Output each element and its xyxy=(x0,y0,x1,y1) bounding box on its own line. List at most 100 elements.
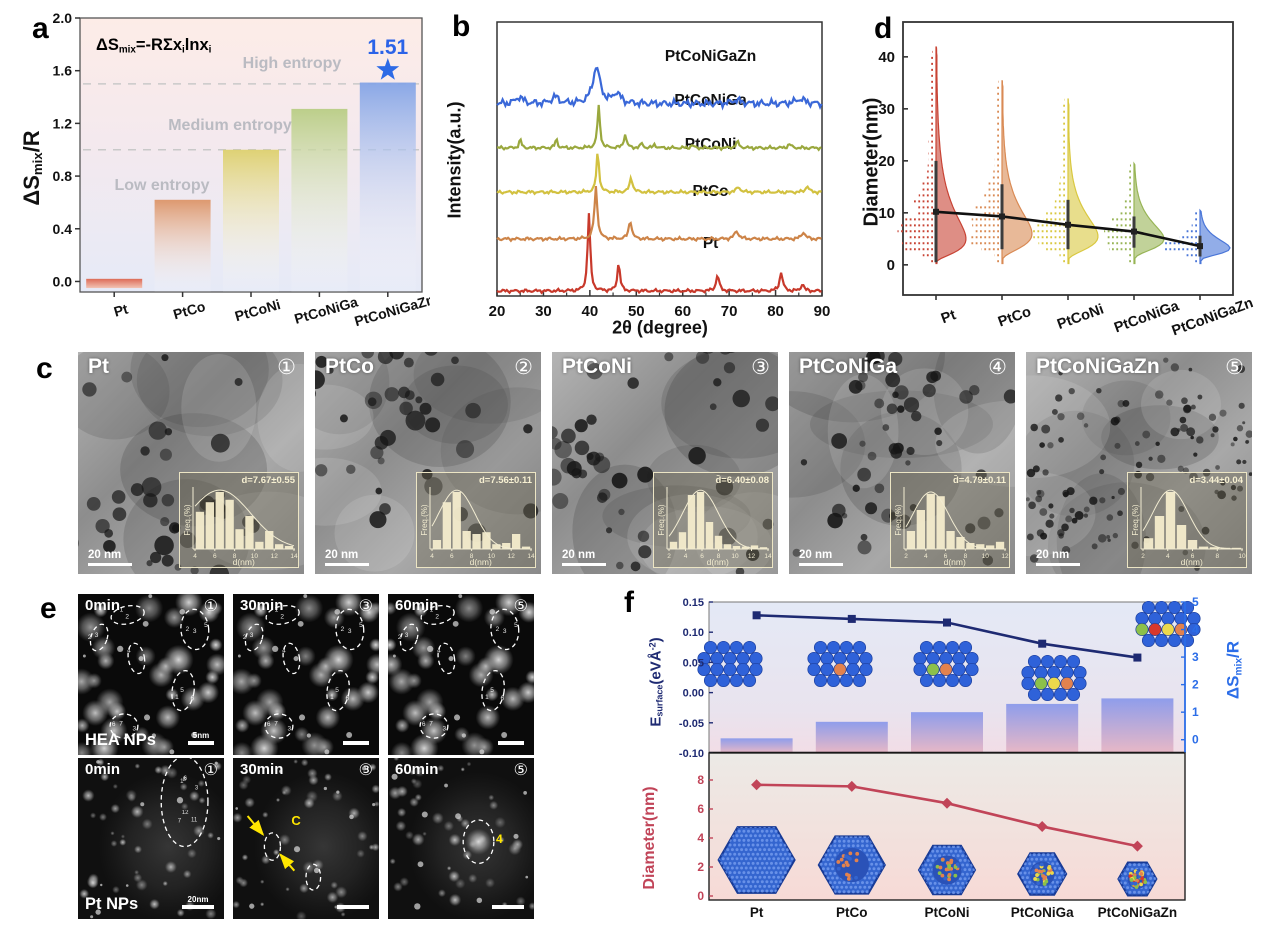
ylabel-part: (eVÅ xyxy=(647,650,665,685)
svg-text:2: 2 xyxy=(1141,553,1145,560)
frame-index-badge: ① xyxy=(203,762,218,779)
dual-axis-chart-svg: 0.15 0.10 0.05 0.00 -0.05 -0.10 0 1 2 3 4 5 0 2 4 6 8 Pt P… xyxy=(679,595,1201,920)
ylabel-sub: mix xyxy=(30,152,46,176)
svg-text:PtCoNiGaZn: PtCoNiGaZn xyxy=(353,291,430,329)
svg-text:1: 1 xyxy=(275,607,279,614)
stem-micrograph xyxy=(233,758,379,919)
svg-text:0.15: 0.15 xyxy=(683,597,704,609)
svg-text:6: 6 xyxy=(191,695,195,702)
inset-ylabel: Freq.(%) xyxy=(894,504,904,536)
svg-text:3: 3 xyxy=(1192,650,1199,664)
ylabel-part: ΔS xyxy=(1223,675,1243,700)
sample-row-label: HEA NPs xyxy=(85,731,156,749)
mean-diameter-annotation: d=3.44±0.04 xyxy=(1189,475,1243,486)
mixing-entropy-formula: ΔSmix=-RΣxilnxi xyxy=(96,36,211,55)
svg-text:2.0: 2.0 xyxy=(53,10,73,26)
xrd-chart: 20 30 40 50 60 70 80 90 Pt PtCo PtCoNi PtCoNiGa PtCo… xyxy=(440,8,860,348)
svg-text:1: 1 xyxy=(120,607,124,614)
time-label: 0min xyxy=(85,597,121,614)
svg-text:High entropy: High entropy xyxy=(243,55,342,72)
svg-text:2: 2 xyxy=(186,626,190,633)
svg-text:10: 10 xyxy=(1238,553,1246,560)
scale-bar: 20 nm xyxy=(562,549,606,566)
inset-xlabel: d(nm) xyxy=(943,557,966,567)
scale-bar xyxy=(337,904,369,909)
svg-text:PtCo: PtCo xyxy=(171,298,207,322)
particle-number-marker: 4 xyxy=(496,832,503,847)
svg-text:0.0: 0.0 xyxy=(53,273,73,289)
time-label: 60min xyxy=(395,761,439,778)
svg-text:8: 8 xyxy=(470,553,474,560)
tem-sample-label: Pt xyxy=(88,355,109,378)
svg-text:6: 6 xyxy=(422,721,426,728)
diameter-violin-chart: 0 10 20 30 40 Pt PtCo PtCoNi PtCoNiGa PtCoNiGaZn xyxy=(855,8,1265,353)
svg-text:6: 6 xyxy=(267,721,271,728)
svg-text:1: 1 xyxy=(175,694,179,701)
scale-bar-line xyxy=(88,563,132,566)
svg-text:12: 12 xyxy=(508,553,516,560)
svg-text:4: 4 xyxy=(697,831,704,845)
formula-part: =-RΣx xyxy=(135,36,183,54)
svg-text:0: 0 xyxy=(887,257,895,274)
panel-f-letter: f xyxy=(624,586,634,619)
tem-index-badge: ② xyxy=(514,356,533,379)
panel-b-ylabel: Intensity(a.u.) xyxy=(444,101,465,219)
svg-text:12: 12 xyxy=(1001,553,1009,560)
svg-text:Pt: Pt xyxy=(939,307,958,327)
svg-text:PtCoNiGaZn: PtCoNiGaZn xyxy=(665,48,756,65)
frame-index-badge: ① xyxy=(203,598,218,615)
panel-c-letter: c xyxy=(36,352,53,385)
panel-b-xlabel: 2θ (degree) xyxy=(612,317,708,338)
histogram-svg: 4 6 8 10 12 14 xyxy=(192,487,298,560)
svg-text:5: 5 xyxy=(514,622,518,629)
tem-micrograph xyxy=(315,352,541,572)
tem-sample-label: PtCoNiGaZn xyxy=(1036,355,1160,378)
svg-text:3: 3 xyxy=(132,725,136,732)
ylabel-sub: mix xyxy=(1233,657,1245,676)
mean-diameter-annotation: d=7.67±0.55 xyxy=(241,475,295,486)
scale-bar-text: 20 nm xyxy=(799,549,833,561)
time-label: 0min xyxy=(85,761,121,778)
svg-text:7: 7 xyxy=(119,720,123,727)
svg-text:4: 4 xyxy=(684,553,688,560)
scale-bar-line xyxy=(182,905,214,909)
svg-text:4: 4 xyxy=(193,553,197,560)
inset-xlabel: d(nm) xyxy=(1180,557,1203,567)
time-label: 30min xyxy=(240,761,284,778)
tem-index-badge: ③ xyxy=(751,356,770,379)
svg-text:3: 3 xyxy=(442,725,446,732)
svg-text:3: 3 xyxy=(503,628,507,635)
svg-text:8: 8 xyxy=(233,553,237,560)
svg-text:6: 6 xyxy=(697,802,704,816)
svg-text:-0.05: -0.05 xyxy=(679,718,704,730)
svg-text:2: 2 xyxy=(435,614,439,621)
svg-text:3: 3 xyxy=(287,725,291,732)
svg-text:10: 10 xyxy=(982,553,990,560)
svg-text:50: 50 xyxy=(628,303,645,320)
svg-text:2: 2 xyxy=(243,634,247,641)
tem-micrograph xyxy=(1026,357,1252,574)
tem-image-ptconi: PtCoNi ③ 20 nm 2 4 6 8 10 12 14 d̄=6.40±0.08 F… xyxy=(552,352,778,574)
svg-text:6: 6 xyxy=(501,695,505,702)
svg-text:PtCo: PtCo xyxy=(836,905,868,920)
inset-ylabel: Freq.(%) xyxy=(183,504,193,536)
inset-ylabel: Freq.(%) xyxy=(1131,504,1141,536)
time-label: 30min xyxy=(240,597,284,614)
inset-ylabel: Freq.(%) xyxy=(657,504,667,536)
svg-text:0.8: 0.8 xyxy=(53,168,73,184)
svg-text:4: 4 xyxy=(127,648,131,655)
tem-micrograph xyxy=(552,352,778,574)
svg-text:5: 5 xyxy=(359,622,363,629)
svg-text:PtCoNi: PtCoNi xyxy=(233,296,282,324)
scale-bar: 5nm xyxy=(188,731,214,745)
scale-bar-line xyxy=(188,741,214,745)
scale-bar xyxy=(498,740,524,745)
formula-sub: mix xyxy=(118,44,136,56)
svg-text:8: 8 xyxy=(183,777,187,783)
svg-text:2: 2 xyxy=(125,614,129,621)
inset-xlabel: d(nm) xyxy=(232,557,255,567)
svg-text:0.10: 0.10 xyxy=(683,627,704,639)
histogram-svg: 4 6 8 10 12 14 xyxy=(429,487,535,560)
